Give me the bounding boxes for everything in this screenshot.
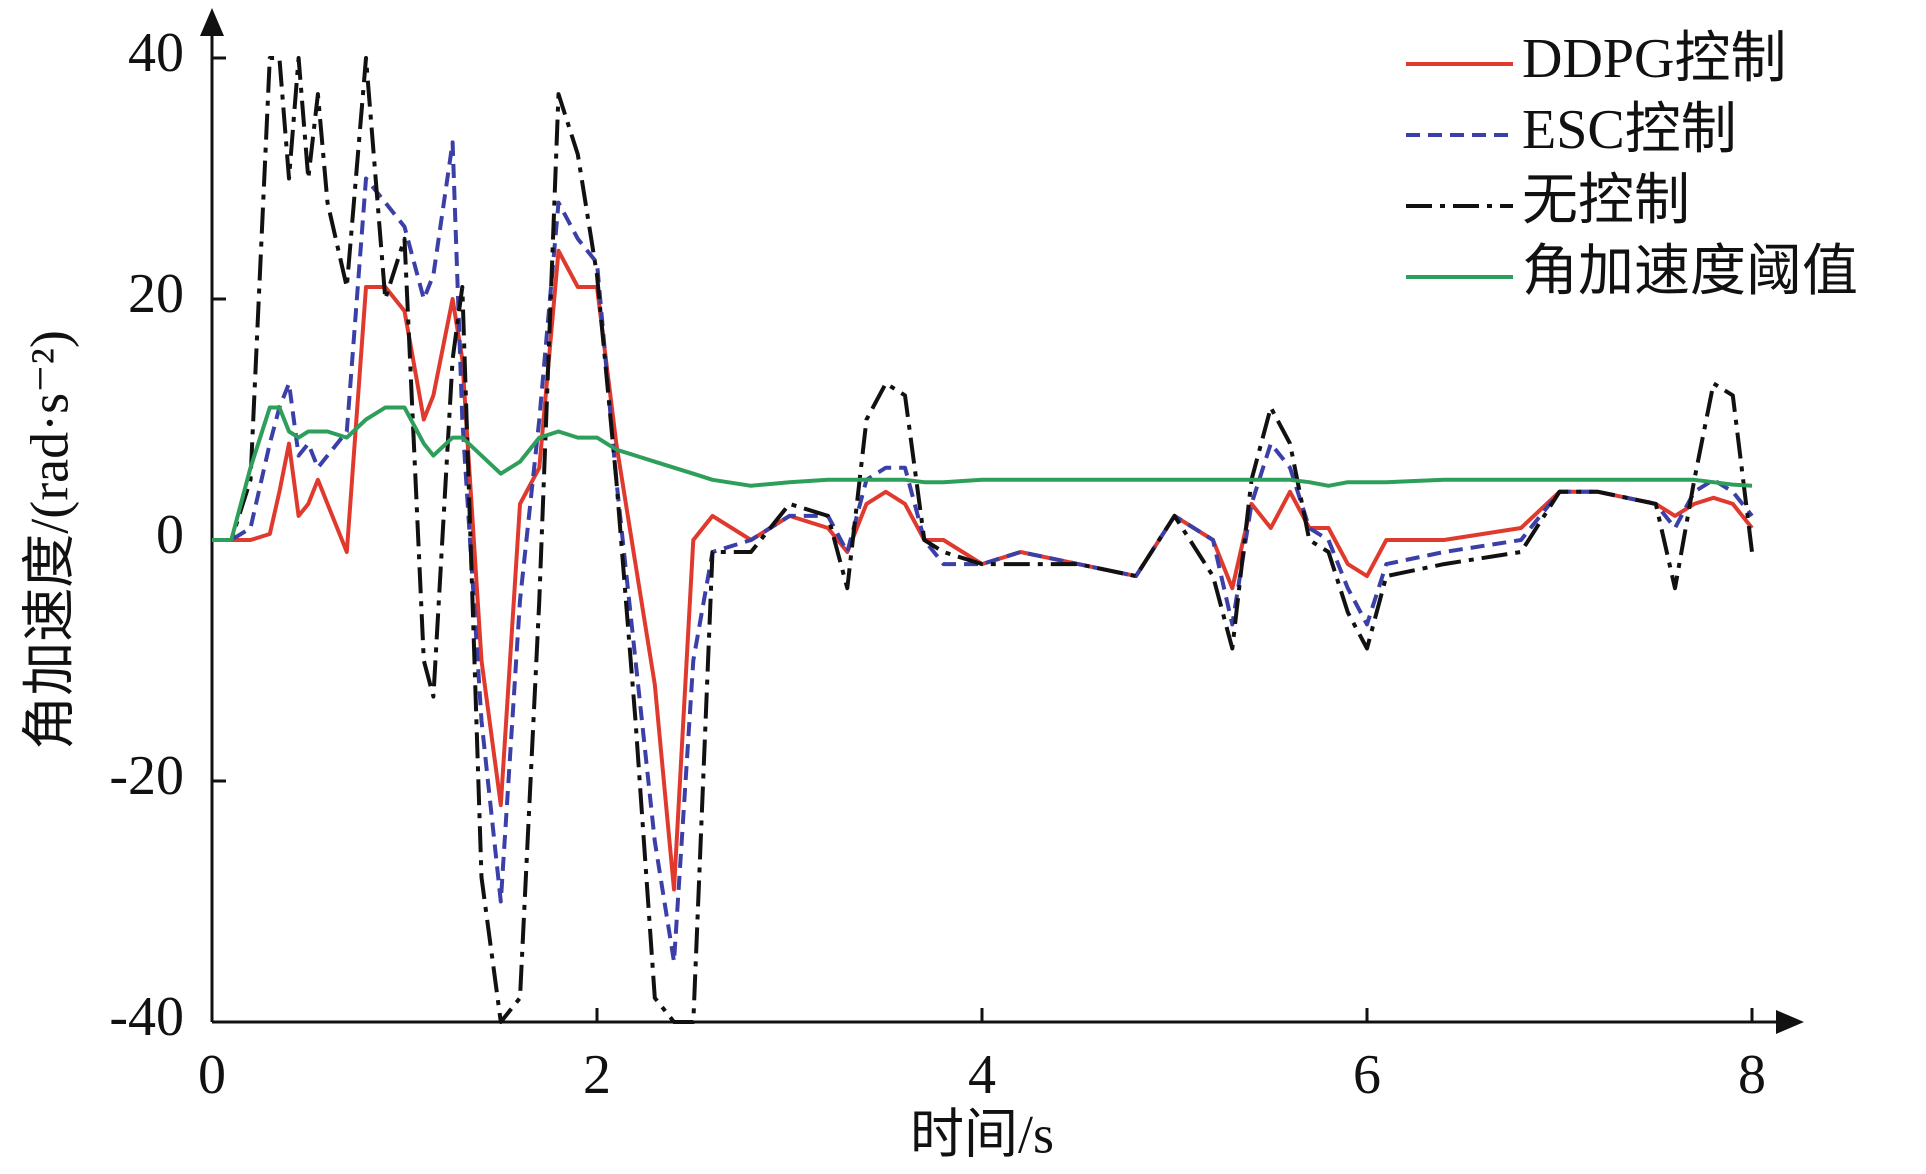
y-axis-arrow [200,8,224,36]
y-axis-label: 角加速度/(rad·s⁻²) [19,330,79,750]
x-tick-label: 6 [1353,1044,1381,1106]
x-tick-label: 2 [583,1044,611,1106]
legend-label: ESC控制 [1522,99,1737,161]
x-axis-arrow [1776,1010,1804,1034]
series-line [212,140,1754,964]
y-tick-label: -20 [109,745,184,807]
series-line [212,405,1753,542]
x-axis-label: 时间/s [910,1104,1054,1164]
legend-label: DDPG控制 [1522,28,1786,90]
legend-label: 无控制 [1522,170,1690,232]
y-tick-label: 0 [156,504,184,566]
x-tick-label: 4 [968,1044,996,1106]
y-tick-label: 40 [128,22,184,84]
series-line [212,248,1754,892]
y-tick-label: -40 [109,986,184,1048]
x-tick-label: 0 [198,1044,226,1106]
x-tick-label: 8 [1738,1044,1766,1106]
y-tick-label: 20 [128,263,184,325]
legend-label: 角加速度阈值 [1522,241,1858,303]
